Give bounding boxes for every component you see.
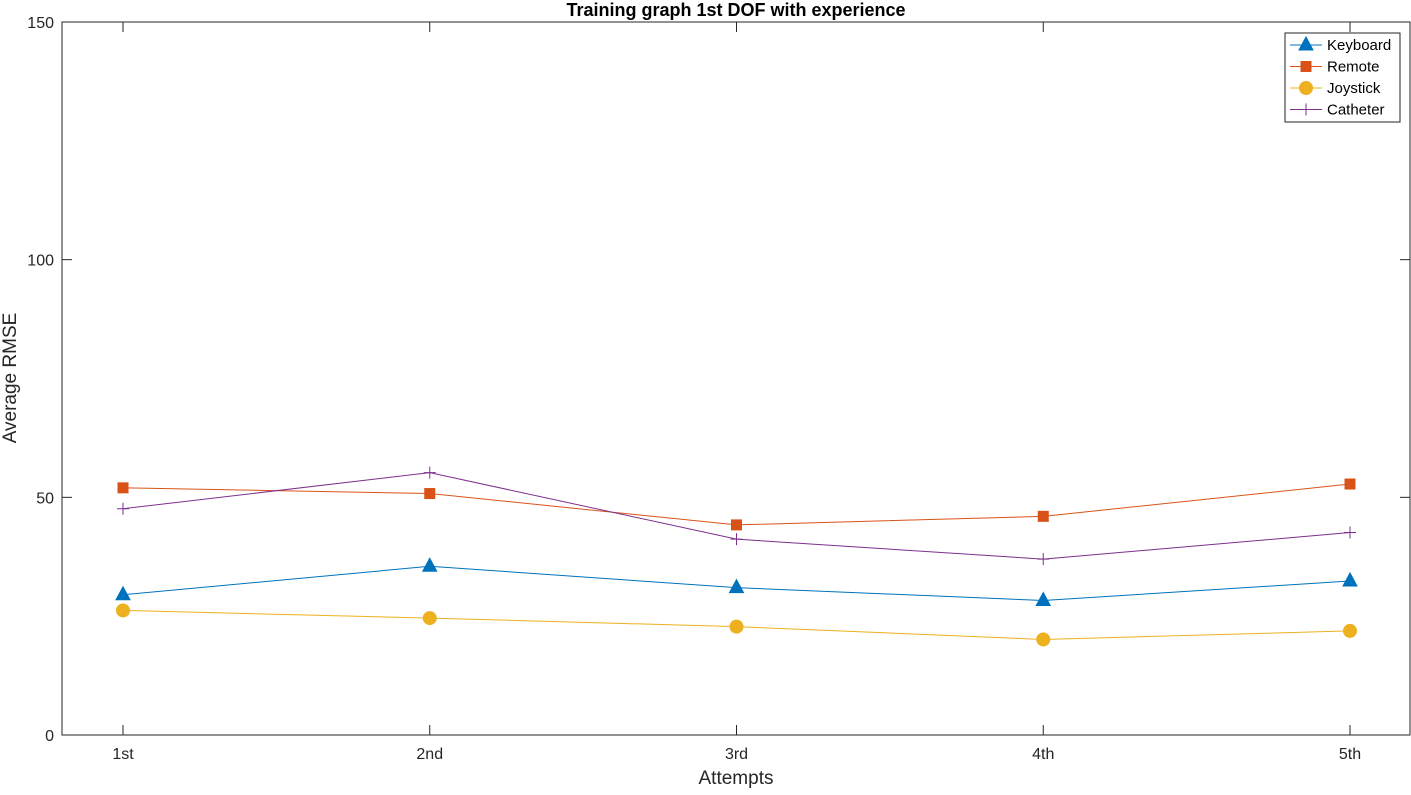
- x-tick-label: 4th: [1032, 746, 1054, 763]
- data-point-joystick: [1036, 632, 1051, 647]
- plot-area: 0 50 100 150 1st 2nd 3rd 4th 5th: [27, 15, 1411, 763]
- x-tick-label: 2nd: [416, 746, 443, 763]
- legend-marker-catheter: [1300, 103, 1312, 116]
- data-point-remote: [1344, 478, 1356, 490]
- data-point-joystick: [729, 619, 744, 634]
- legend-marker-joystick: [1299, 81, 1313, 95]
- legend-item-catheter: Catheter: [1290, 102, 1385, 119]
- legend-item-keyboard: Keyboard: [1290, 35, 1391, 54]
- legend-item-joystick: Joystick: [1290, 80, 1381, 97]
- data-point-remote: [424, 488, 436, 500]
- data-point-remote: [1037, 510, 1049, 522]
- data-point-joystick: [1343, 623, 1357, 638]
- data-point-catheter: [423, 466, 436, 479]
- y-tick-label: 150: [27, 15, 54, 32]
- y-tick-label: 50: [36, 490, 54, 507]
- series-catheter: [117, 466, 1356, 566]
- x-tick-label: 1st: [112, 746, 134, 763]
- series-remote: [117, 478, 1356, 531]
- series-joystick: [116, 603, 1357, 647]
- data-point-keyboard: [1342, 571, 1358, 587]
- data-point-remote: [731, 519, 742, 531]
- x-tick-label: 5th: [1339, 746, 1361, 763]
- data-point-joystick: [422, 611, 437, 626]
- series-keyboard: [115, 557, 1358, 606]
- x-tick-label: 3rd: [725, 746, 748, 763]
- legend-label-joystick: Joystick: [1327, 80, 1381, 97]
- data-point-catheter: [1344, 526, 1356, 539]
- series-line-catheter: [122, 472, 1351, 560]
- series-line-remote: [122, 483, 1351, 526]
- legend-marker-keyboard: [1298, 35, 1314, 51]
- data-point-remote: [117, 482, 129, 494]
- y-tick-label: 0: [45, 728, 54, 745]
- y-axis-title: Average RMSE: [0, 313, 21, 444]
- y-tick-label: 100: [27, 253, 54, 270]
- data-point-keyboard: [421, 557, 438, 572]
- legend-marker-remote: [1300, 61, 1312, 72]
- data-point-keyboard: [1035, 591, 1052, 606]
- data-point-catheter: [1037, 553, 1050, 566]
- data-point-catheter: [117, 502, 129, 515]
- data-point-catheter: [730, 533, 743, 546]
- legend-item-remote: Remote: [1290, 59, 1380, 76]
- legend-label-catheter: Catheter: [1327, 102, 1385, 119]
- legend-label-remote: Remote: [1327, 59, 1380, 76]
- data-point-keyboard: [115, 585, 131, 601]
- x-axis-title: Attempts: [699, 768, 774, 789]
- data-point-keyboard: [728, 578, 745, 594]
- legend: Keyboard Remote Joystick Catheter: [1284, 32, 1401, 123]
- legend-label-keyboard: Keyboard: [1327, 37, 1391, 54]
- chart-title: Training graph 1st DOF with experience: [566, 0, 905, 20]
- data-point-joystick: [116, 603, 130, 618]
